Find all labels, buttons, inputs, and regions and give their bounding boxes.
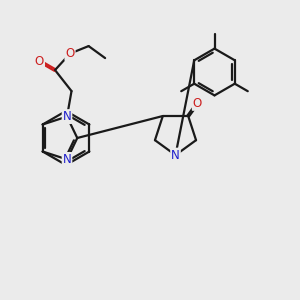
Text: N: N — [171, 148, 180, 162]
Text: O: O — [35, 55, 44, 68]
Text: N: N — [63, 110, 71, 123]
Text: O: O — [65, 47, 75, 60]
Text: N: N — [63, 153, 71, 166]
Text: O: O — [193, 97, 202, 110]
